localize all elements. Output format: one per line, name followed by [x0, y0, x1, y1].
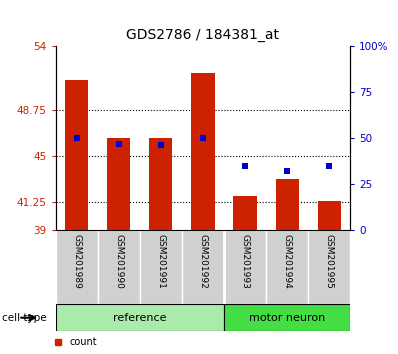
Bar	[140, 230, 182, 304]
Bar	[275, 178, 298, 230]
Text: reference: reference	[113, 313, 167, 323]
Bar	[56, 230, 98, 304]
Text: cell type: cell type	[2, 313, 47, 323]
Bar	[98, 230, 140, 304]
Bar	[182, 230, 224, 304]
Bar	[191, 73, 215, 230]
Bar	[308, 230, 350, 304]
Bar	[107, 138, 131, 230]
Text: GSM201990: GSM201990	[114, 234, 123, 289]
Bar	[56, 304, 224, 331]
Text: GSM201992: GSM201992	[199, 234, 207, 289]
Bar	[149, 138, 172, 230]
Bar	[234, 196, 257, 230]
Title: GDS2786 / 184381_at: GDS2786 / 184381_at	[127, 28, 279, 42]
Text: GSM201993: GSM201993	[240, 234, 250, 289]
Bar	[65, 80, 88, 230]
Text: GSM201994: GSM201994	[283, 234, 292, 289]
Text: count: count	[69, 337, 97, 347]
Bar	[224, 304, 350, 331]
Bar	[318, 201, 341, 230]
Text: GSM201991: GSM201991	[156, 234, 166, 289]
Bar	[224, 230, 266, 304]
Text: motor neuron: motor neuron	[249, 313, 325, 323]
Text: GSM201995: GSM201995	[325, 234, 334, 289]
Bar	[266, 230, 308, 304]
Text: GSM201989: GSM201989	[72, 234, 81, 289]
